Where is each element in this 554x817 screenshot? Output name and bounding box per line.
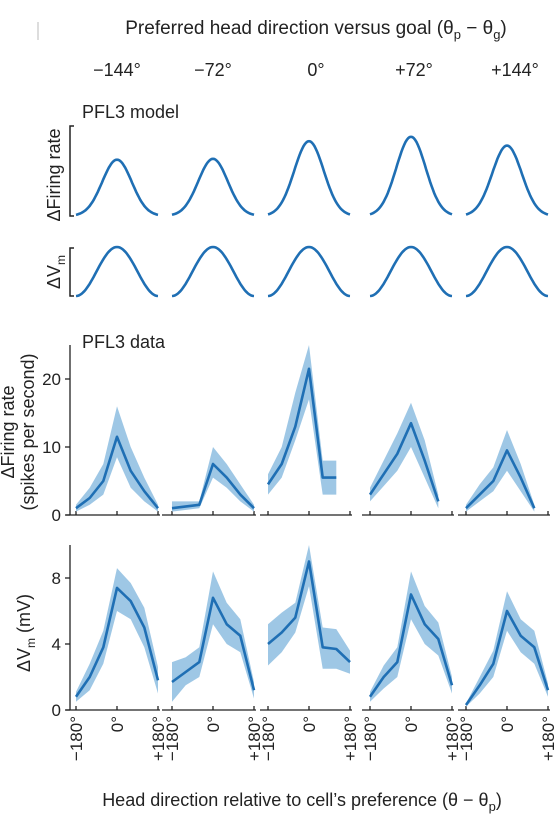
mean-line — [171, 462, 255, 510]
figure-top-title: Preferred head direction versus goal (θp… — [125, 18, 507, 42]
model-vm-curve — [75, 245, 159, 298]
x-tick-label: −180° — [163, 716, 182, 761]
model-vm-ylabel: ΔVm — [44, 255, 68, 289]
x-tick-label: +180° — [149, 716, 168, 761]
mean-line — [171, 596, 256, 691]
data-firing-ylabel-line2: (spikes per second) — [18, 353, 38, 510]
model-firing-curve — [465, 144, 549, 216]
vm-y-tick-label: 4 — [52, 635, 61, 654]
model-firing-scalebar — [69, 125, 74, 217]
mean-line — [465, 449, 536, 510]
error-band — [76, 568, 158, 702]
mean-line — [368, 593, 454, 698]
column-label: +72° — [395, 60, 433, 80]
vm-y-tick-label: 8 — [52, 569, 61, 588]
column-label: −72° — [194, 60, 232, 80]
model-vm-curve — [369, 245, 453, 298]
x-tick-label: −180° — [67, 716, 86, 761]
x-tick-label: −180° — [361, 716, 380, 761]
mean-line — [267, 560, 351, 664]
column-label: −144° — [93, 60, 141, 80]
x-tick-label: +180° — [245, 716, 264, 761]
x-tick-label: 0° — [402, 716, 421, 732]
bottom-xlabel: Head direction relative to cell’s prefer… — [102, 790, 502, 814]
mean-line — [75, 435, 160, 510]
x-tick-label: 0° — [498, 716, 517, 732]
mean-line — [266, 367, 337, 486]
model-vm-scalebar — [69, 247, 74, 297]
error-band — [466, 591, 548, 707]
data-title: PFL3 data — [82, 332, 166, 352]
error-band — [172, 571, 254, 702]
x-tick-label: 0° — [204, 716, 223, 732]
model-firing-curve — [267, 139, 351, 216]
error-band — [268, 345, 337, 495]
column-label: 0° — [307, 60, 324, 80]
error-band — [370, 571, 452, 702]
x-tick-label: +180° — [539, 716, 554, 761]
firing-y-tick-label: 20 — [42, 370, 61, 389]
firing-y-tick-label: 10 — [42, 438, 61, 457]
mean-line — [464, 609, 550, 706]
x-tick-label: −180° — [457, 716, 476, 761]
model-vm-curve — [465, 245, 549, 298]
x-tick-label: +180° — [341, 716, 360, 761]
x-tick-label: +180° — [443, 716, 462, 761]
x-tick-label: 0° — [300, 716, 319, 732]
mean-line — [74, 586, 160, 698]
data-firing-ylabel-line1: ΔFiring rate — [0, 385, 18, 478]
model-firing-curve — [369, 135, 453, 216]
model-firing-ylabel: ΔFiring rate — [44, 128, 64, 221]
model-vm-curve — [171, 245, 255, 298]
error-band — [370, 402, 439, 509]
mean-line — [368, 421, 440, 502]
error-band — [76, 406, 158, 512]
firing-y-tick-label: 0 — [52, 506, 61, 525]
model-vm-curve — [267, 245, 351, 298]
x-tick-label: 0° — [108, 716, 127, 732]
data-vm-ylabel: ΔVm (mV) — [14, 594, 38, 672]
error-band — [268, 545, 350, 674]
error-band — [172, 447, 254, 512]
model-firing-curve — [75, 158, 159, 217]
vm-y-tick-label: 0 — [52, 701, 61, 720]
model-firing-curve — [171, 157, 255, 217]
column-label: +144° — [491, 60, 539, 80]
model-title: PFL3 model — [82, 102, 179, 122]
x-tick-label: −180° — [259, 716, 278, 761]
